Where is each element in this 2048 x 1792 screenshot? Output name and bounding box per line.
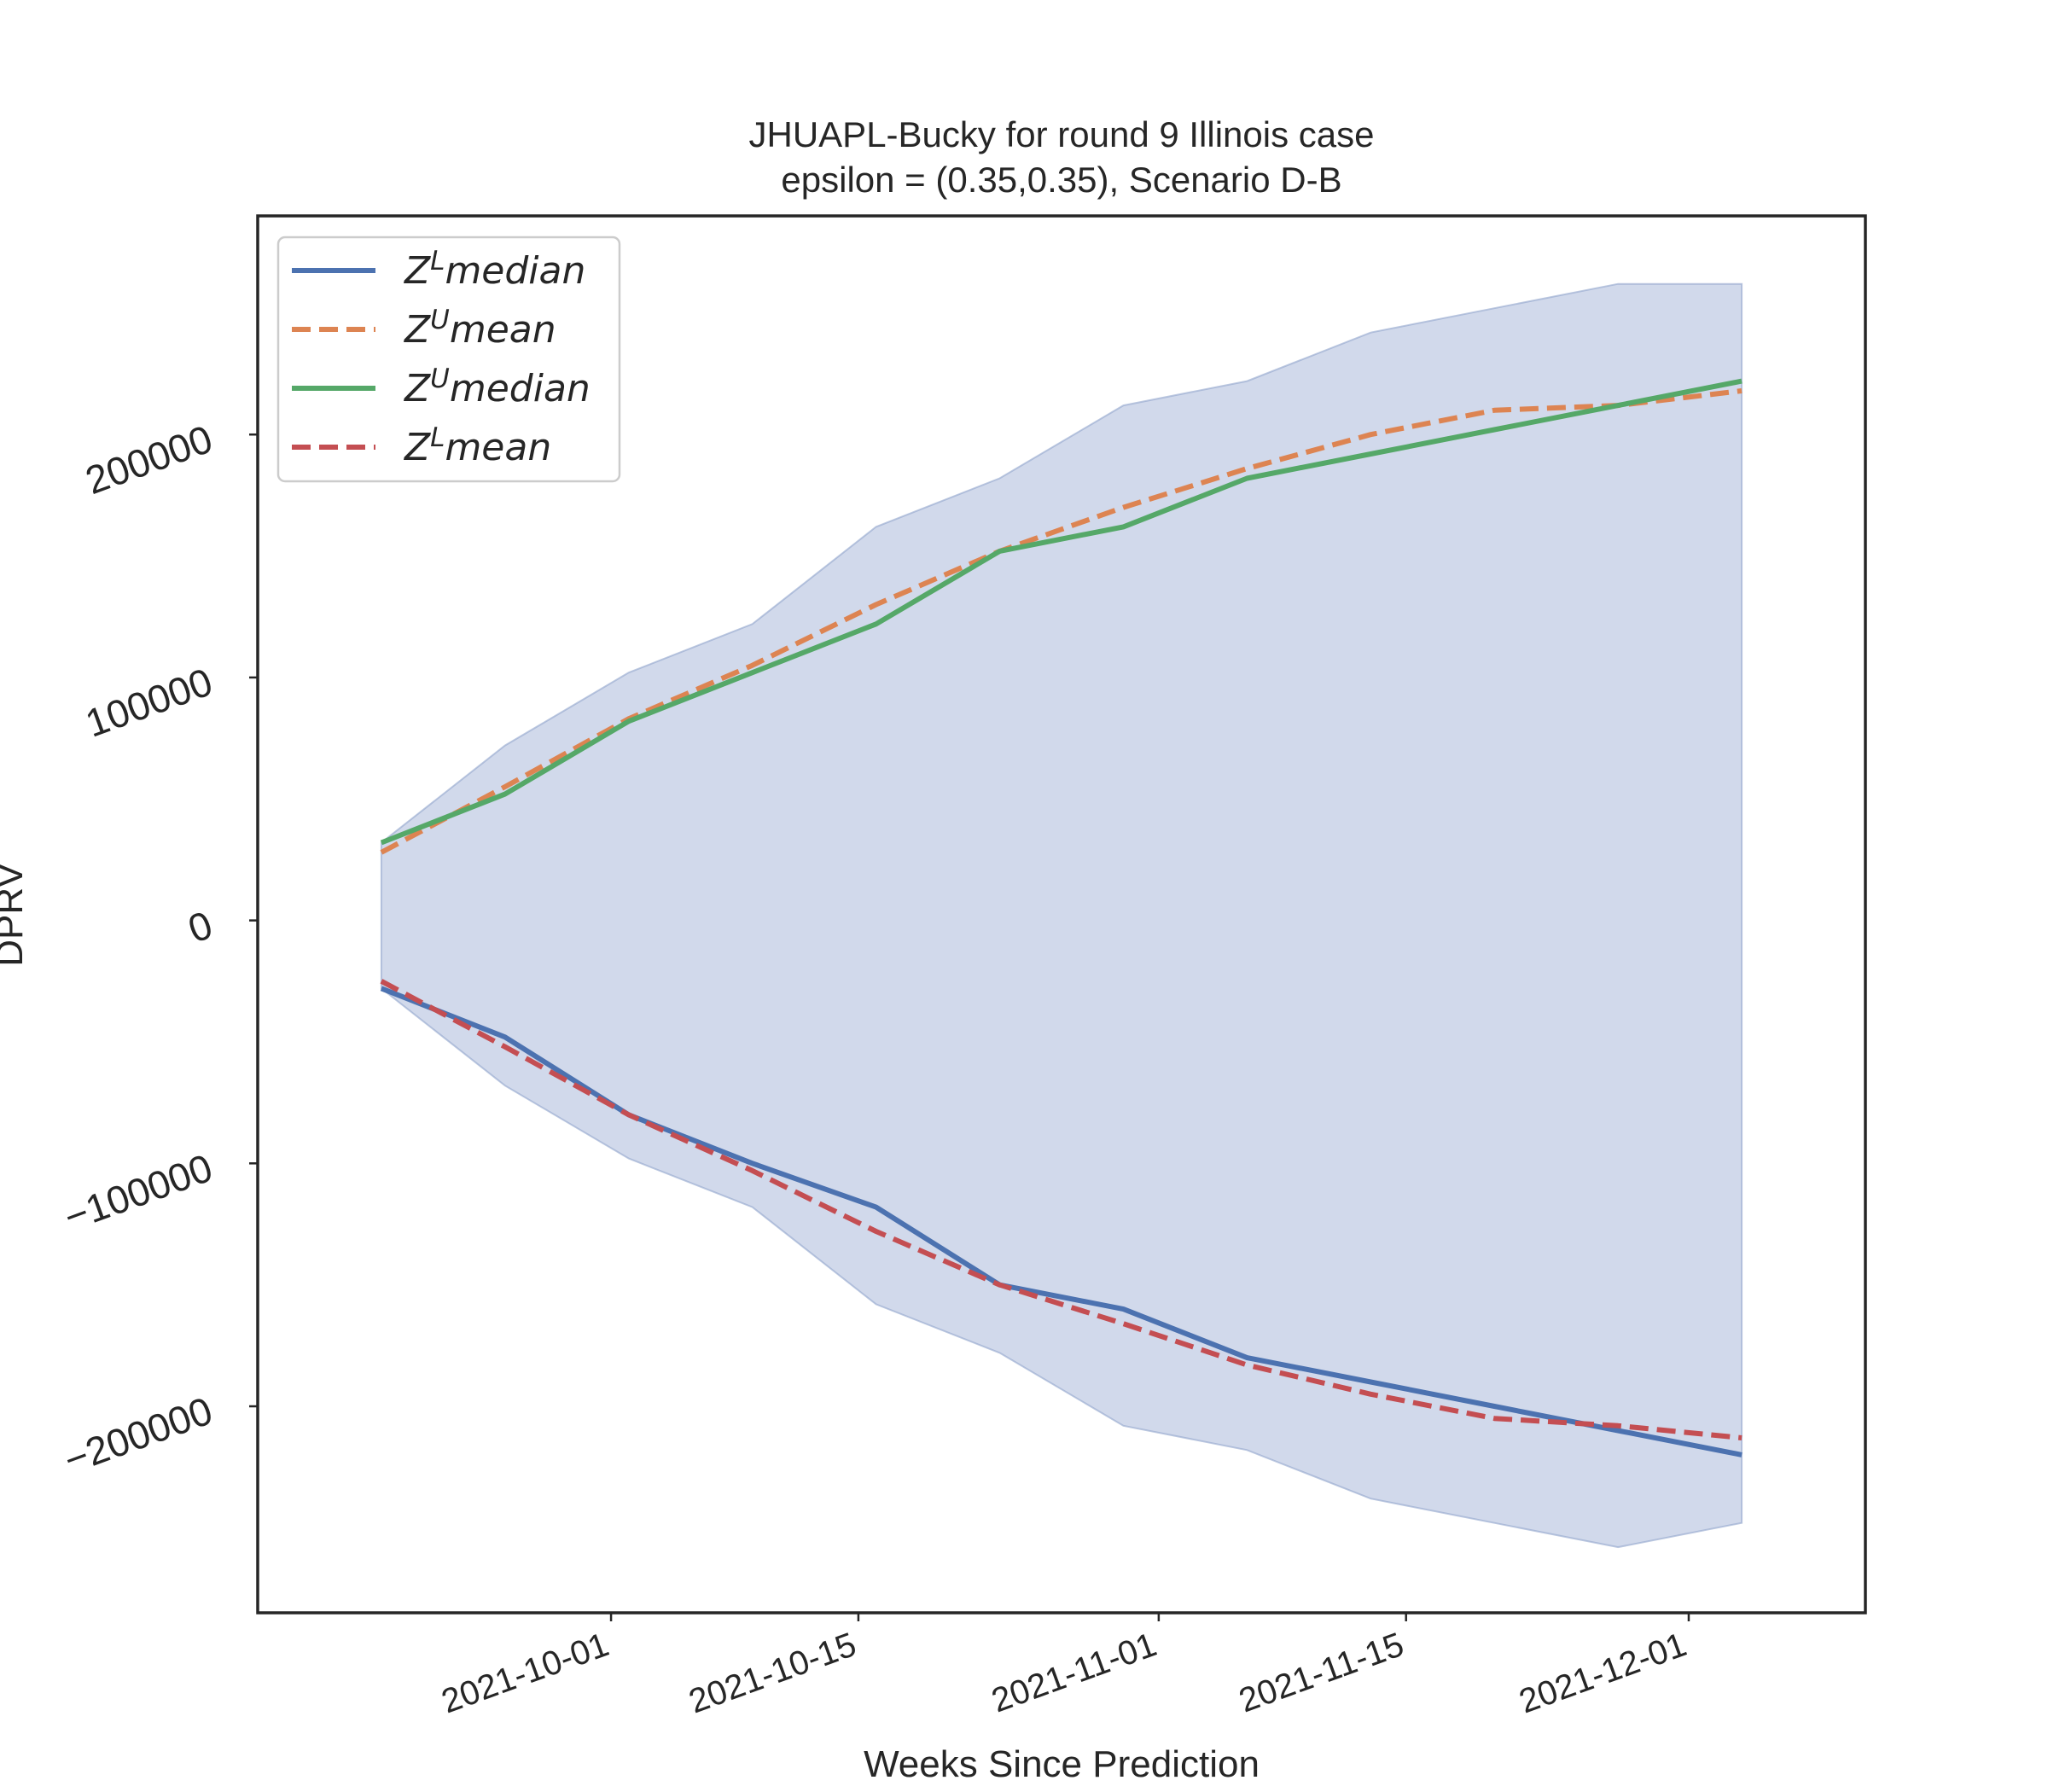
chart-subtitle: epsilon = (0.35,0.35), Scenario D-B bbox=[781, 160, 1341, 200]
y-tick-label: −100000 bbox=[58, 1145, 218, 1240]
series-line-3 bbox=[380, 378, 1743, 846]
x-tick-label: 2021-12-01 bbox=[1515, 1626, 1691, 1720]
y-axis-label: DPRV bbox=[0, 863, 31, 967]
uncertainty-band bbox=[380, 282, 1743, 1549]
series-line-2 bbox=[380, 388, 1743, 855]
chart-title: JHUAPL-Bucky for round 9 Illinois case bbox=[749, 114, 1375, 154]
y-tick-label: −200000 bbox=[58, 1388, 218, 1483]
y-tick-label: 100000 bbox=[79, 659, 218, 745]
y-tick-label: 0 bbox=[183, 902, 218, 951]
x-axis-label: Weeks Since Prediction bbox=[864, 1743, 1260, 1785]
legend-box bbox=[276, 236, 621, 483]
x-tick-label: 2021-10-01 bbox=[437, 1626, 614, 1720]
x-tick-label: 2021-11-15 bbox=[1234, 1626, 1409, 1719]
legend-entry-label: ZUmean bbox=[404, 305, 556, 352]
legend: ZLmedian ZUmean ZUmedian ZLmean bbox=[276, 236, 621, 483]
series-line-4 bbox=[380, 979, 1743, 1440]
x-tick-label: 2021-11-01 bbox=[986, 1626, 1161, 1719]
plot-frame bbox=[256, 214, 1867, 1615]
legend-entry-label: ZUmedian bbox=[404, 364, 591, 410]
legend-entry-label: ZLmean bbox=[404, 422, 551, 469]
legend-entry-label: ZLmedian bbox=[404, 246, 585, 293]
x-tick-label: 2021-10-15 bbox=[684, 1626, 861, 1720]
y-tick-label: 200000 bbox=[79, 416, 218, 503]
